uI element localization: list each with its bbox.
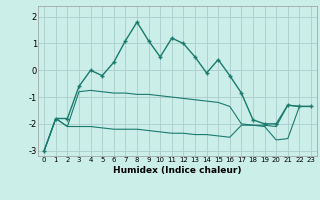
- X-axis label: Humidex (Indice chaleur): Humidex (Indice chaleur): [113, 166, 242, 175]
